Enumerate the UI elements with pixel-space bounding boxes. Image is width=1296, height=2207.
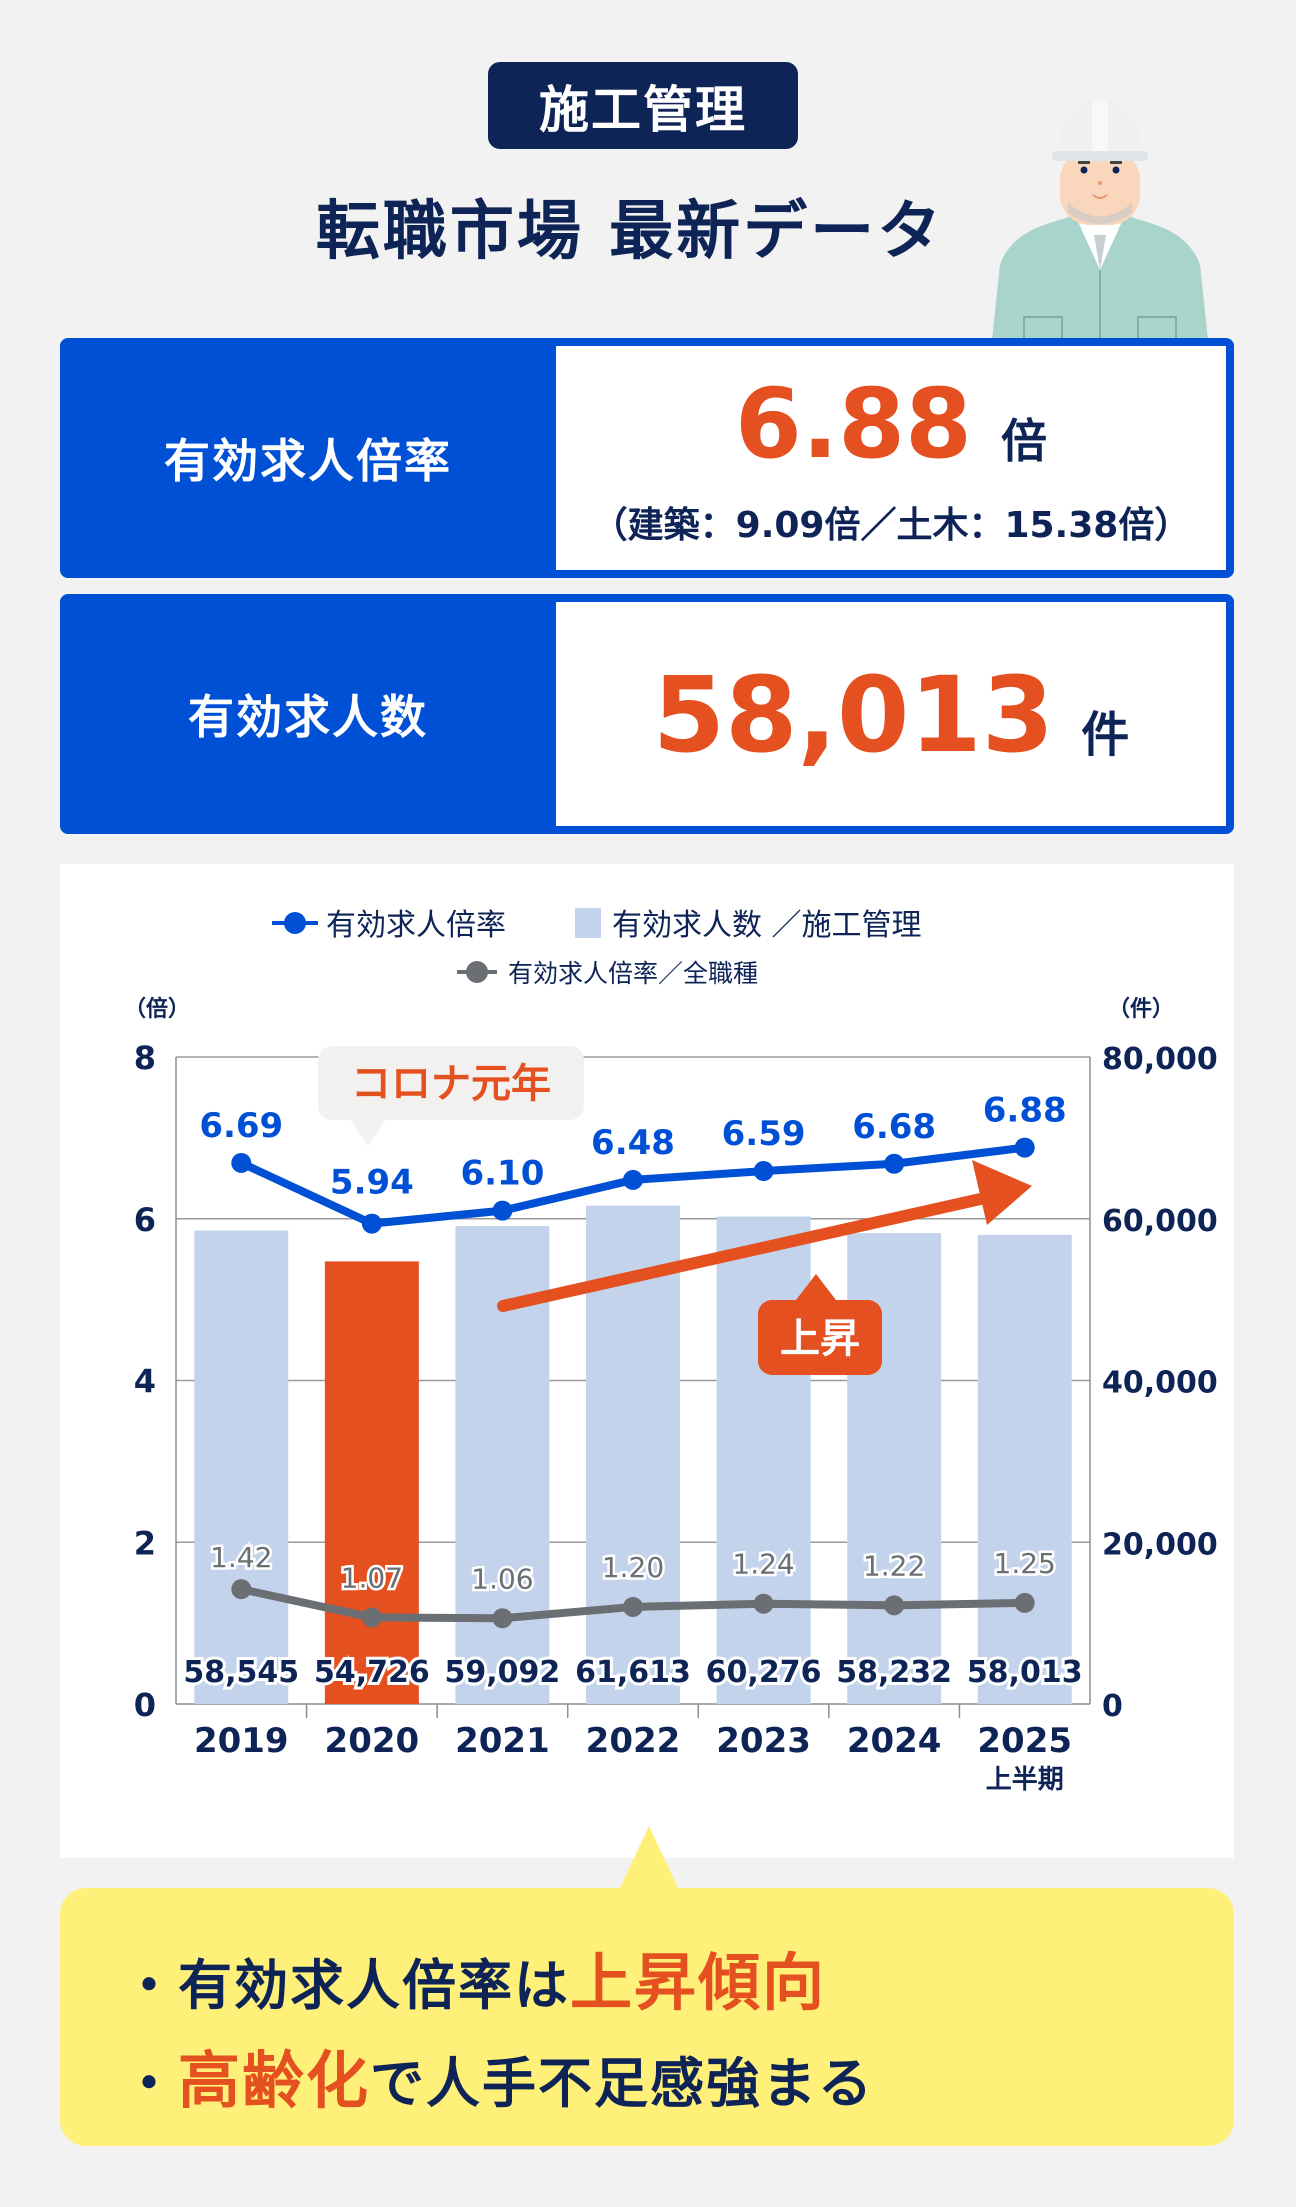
summary-line-2-highlight: 高齢化 (178, 2044, 371, 2117)
rise-arrow-icon (497, 1160, 1032, 1312)
data-point (884, 1595, 905, 1616)
summary-line-2: ・高齢化で人手不足感強まる (122, 2030, 874, 2120)
page-title: 転職市場 最新データ (315, 195, 945, 269)
summary-line-2-bullet: ・ (122, 2052, 178, 2115)
x-axis-label: 2022 (586, 1721, 681, 1761)
construction-worker-illustration (992, 99, 1208, 340)
legend-openings-label: 有効求人数 ／施工管理 (612, 908, 922, 943)
line-value-label: 5.94 (330, 1163, 414, 1203)
right-axis-tick: 40,000 (1102, 1366, 1218, 1401)
x-axis-label: 2021 (455, 1721, 550, 1761)
line-value-label: 1.22 (863, 1549, 925, 1582)
chart-legend: 有効求人倍率 有効求人数 ／施工管理 有効求人倍率／全職種 (272, 908, 922, 988)
bar-value-label: 54,726 (314, 1655, 430, 1690)
data-point (231, 1152, 252, 1173)
chart-lines: 6.69 5.94 6.10 6.48 6.59 6.68 6.88 1.42 1.07 1.06… (197, 1088, 1069, 1629)
openings-unit: 件 (1081, 707, 1130, 763)
bar-2025 (977, 1234, 1072, 1704)
line-value-label: 1.42 (210, 1541, 272, 1574)
summary-line-1-text: ・有効求人倍率は (122, 1954, 570, 2017)
job-openings-count-card: 有効求人数 58,013 件 (60, 594, 1234, 834)
line-value-label: 6.88 (983, 1091, 1067, 1131)
rise-badge: 上昇 (758, 1274, 882, 1375)
line-value-label: 6.59 (722, 1114, 806, 1154)
line-value-label: 1.25 (994, 1547, 1056, 1580)
line-value-label: 1.06 (471, 1562, 533, 1595)
covid-callout: コロナ元年 (318, 1046, 584, 1146)
covid-callout-text: コロナ元年 (351, 1061, 551, 1107)
left-axis-tick: 4 (134, 1363, 156, 1401)
legend-bar-swatch-icon (575, 908, 601, 938)
category-badge: 施工管理 (488, 62, 798, 149)
rise-badge-text: 上昇 (780, 1316, 860, 1362)
summary-callout-pointer (618, 1826, 680, 1892)
right-axis-tick: 0 (1102, 1689, 1123, 1724)
left-axis-tick: 6 (134, 1201, 156, 1239)
summary-line-1-highlight: 上昇傾向 (570, 1946, 827, 2019)
legend-all-jobs-label: 有効求人倍率／全職種 (508, 959, 758, 988)
job-market-chart: 有効求人倍率 有効求人数 ／施工管理 有効求人倍率／全職種 （倍） （件） 58… (124, 908, 1218, 1795)
data-point (1014, 1592, 1035, 1613)
ratio-label: 有効求人倍率 (164, 434, 452, 488)
line-value-label: 1.20 (602, 1551, 664, 1584)
bar-value-label: 58,232 (836, 1655, 952, 1690)
openings-value: 58,013 (652, 654, 1055, 776)
chart-axes: 0 0 2 20,000 4 40,000 6 60,000 8 80,000 2019 2020 20… (134, 1039, 1218, 1795)
data-point (623, 1596, 643, 1617)
left-axis-unit: （倍） (124, 996, 190, 1022)
bar-value-label: 58,545 (183, 1655, 299, 1690)
openings-value-panel: 58,013 件 (556, 602, 1226, 826)
left-axis-tick: 2 (134, 1524, 156, 1562)
x-axis-label: 2020 (325, 1721, 420, 1761)
left-axis-tick: 8 (134, 1039, 156, 1077)
data-point (492, 1608, 513, 1629)
x-axis-label: 2024 (847, 1721, 942, 1761)
ratio-value-panel: 6.88 倍 （建築：9.09倍／土木：15.38倍） (556, 346, 1226, 570)
x-axis-label: 2025 (977, 1721, 1072, 1761)
line-value-label: 6.10 (460, 1154, 544, 1194)
left-axis-tick: 0 (134, 1686, 156, 1724)
bar-2019 (194, 1230, 289, 1704)
legend-blue-dot-icon (284, 912, 306, 934)
data-point (361, 1607, 382, 1628)
summary-callout: ・有効求人倍率は上昇傾向 ・高齢化で人手不足感強まる (60, 1888, 1234, 2146)
data-point (623, 1169, 643, 1190)
ratio-value: 6.88 (735, 368, 972, 480)
right-axis-tick: 20,000 (1102, 1527, 1218, 1562)
legend-ratio-label: 有効求人倍率 (326, 908, 506, 943)
ratio-breakdown: （建築：9.09倍／土木：15.38倍） (591, 505, 1191, 546)
bar-value-label: 59,092 (445, 1655, 561, 1690)
data-point (884, 1153, 905, 1174)
line-value-label: 6.69 (199, 1106, 283, 1146)
data-point (492, 1200, 513, 1221)
summary-line-1: ・有効求人倍率は上昇傾向 (122, 1932, 826, 2022)
right-axis-unit: （件） (1108, 997, 1174, 1022)
x-axis-label: 2023 (716, 1721, 811, 1761)
job-openings-ratio-card: 有効求人倍率 6.88 倍 （建築：9.09倍／土木：15.38倍） (60, 338, 1234, 578)
line-value-label: 6.68 (852, 1107, 936, 1147)
bar-value-label: 60,276 (706, 1655, 822, 1690)
data-point (1014, 1137, 1035, 1158)
bar-value-label: 58,013 (967, 1655, 1083, 1690)
legend-gray-dot-icon (466, 961, 488, 983)
x-axis-sublabel: 上半期 (986, 1765, 1064, 1795)
line-value-label: 6.48 (591, 1123, 675, 1163)
openings-label: 有効求人数 (188, 690, 428, 744)
bar-value-label: 61,613 (575, 1655, 691, 1690)
data-point (231, 1579, 252, 1600)
line-value-label: 1.07 (341, 1561, 403, 1594)
right-axis-tick: 80,000 (1102, 1042, 1218, 1077)
bar-2020 (324, 1261, 419, 1704)
data-point (753, 1593, 774, 1614)
x-axis-label: 2019 (194, 1721, 289, 1761)
summary-line-2-text: で人手不足感強まる (370, 2052, 875, 2115)
line-value-label: 1.24 (732, 1548, 794, 1581)
ratio-unit: 倍 (1000, 414, 1047, 468)
right-axis-tick: 60,000 (1102, 1204, 1218, 1239)
data-point (753, 1161, 774, 1182)
bar-2023 (716, 1216, 811, 1704)
data-point (361, 1213, 382, 1234)
